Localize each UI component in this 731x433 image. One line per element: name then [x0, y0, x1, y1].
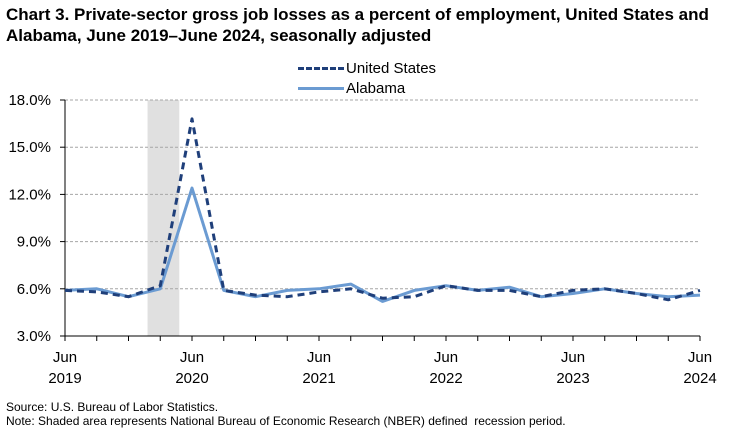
- y-tick-label: 18.0%: [8, 92, 51, 109]
- x-tick-label-year: 2024: [683, 370, 716, 387]
- x-tick-label-year: 2019: [48, 370, 81, 387]
- gridlines-group: [65, 99, 700, 290]
- y-tick-label: 12.0%: [8, 186, 51, 203]
- series-line-united-states: [64, 117, 701, 302]
- x-tick-label-month: Jun: [180, 349, 204, 366]
- recession-shading-group: [147, 100, 180, 336]
- x-tick-label-year: 2023: [556, 370, 589, 387]
- y-tick-label: 15.0%: [8, 139, 51, 156]
- legend-label-united-states: United States: [346, 59, 437, 77]
- y-tick-label: 3.0%: [17, 328, 51, 345]
- x-tick-label-month: Jun: [434, 349, 458, 366]
- x-tick-label-month: Jun: [307, 349, 331, 366]
- legend-swatch-alabama: [298, 86, 344, 90]
- x-tick-label-year: 2021: [302, 370, 335, 387]
- x-tick-label-year: 2020: [175, 370, 208, 387]
- legend-item-united-states: United States: [298, 58, 436, 78]
- legend-item-alabama: Alabama: [298, 78, 436, 98]
- recession-note: Note: Shaded area represents National Bu…: [6, 414, 566, 428]
- x-tick-label-month: Jun: [688, 349, 712, 366]
- chart-legend: United States Alabama: [298, 58, 436, 98]
- chart-notes: Source: U.S. Bureau of Labor Statistics.…: [6, 400, 566, 428]
- axes-group: [60, 99, 701, 341]
- source-note: Source: U.S. Bureau of Labor Statistics.: [6, 400, 219, 414]
- y-tick-label: 9.0%: [17, 234, 51, 251]
- series-group: [64, 117, 701, 303]
- tick-labels-group: 3.0% 6.0% 9.0% 12.0% 15.0% 18.0% Jun 2019 Jun 202…: [8, 92, 716, 387]
- legend-swatch-united-states: [298, 66, 344, 70]
- x-tick-label-month: Jun: [53, 349, 77, 366]
- y-tick-label: 6.0%: [17, 281, 51, 298]
- legend-label-alabama: Alabama: [346, 79, 406, 97]
- x-tick-label-year: 2022: [429, 370, 462, 387]
- chart-title: Chart 3. Private-sector gross job losses…: [6, 5, 709, 45]
- recession-shading: [147, 100, 180, 336]
- x-tick-label-month: Jun: [561, 349, 585, 366]
